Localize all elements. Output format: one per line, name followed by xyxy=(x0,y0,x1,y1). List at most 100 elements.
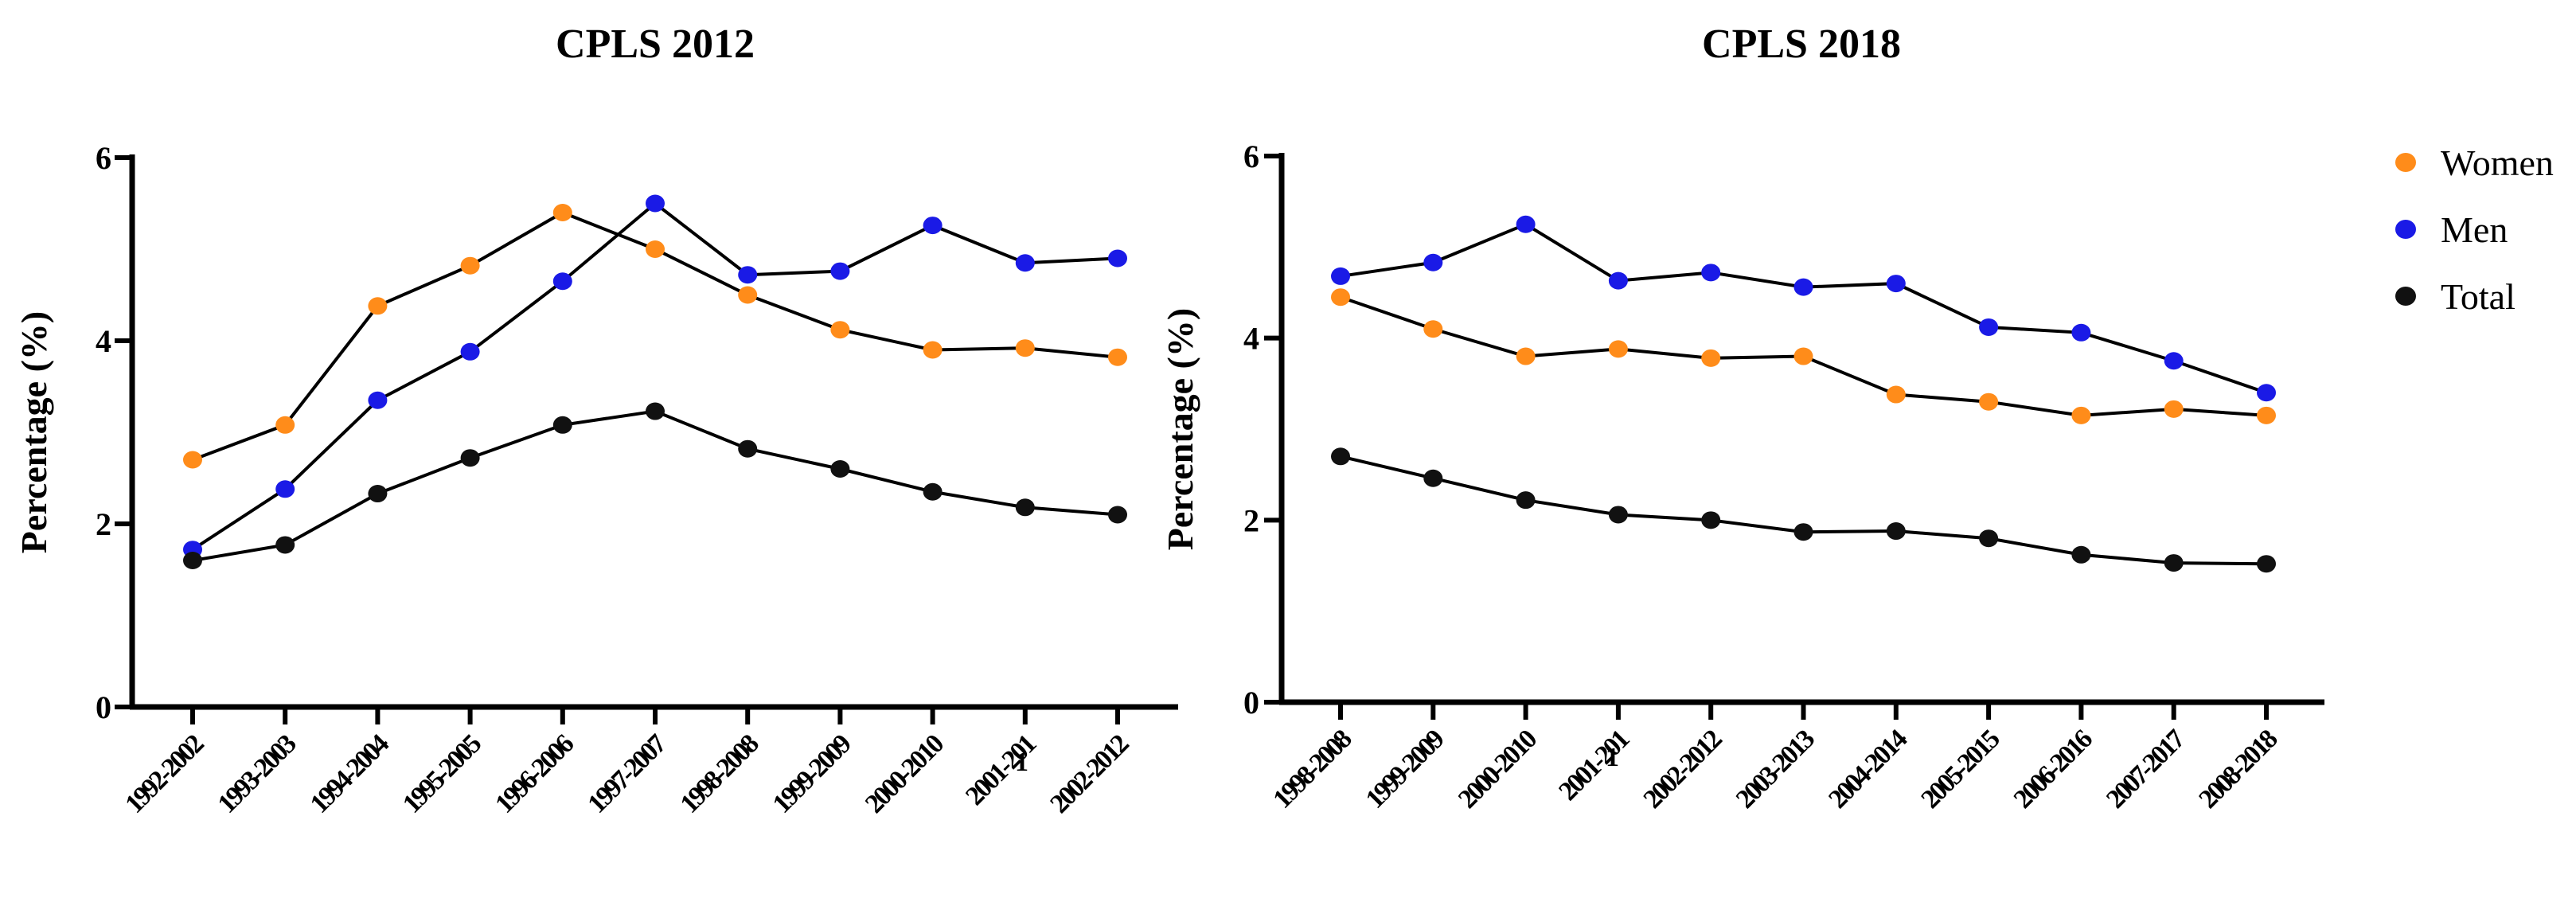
x-tick-label: 1997-2007 xyxy=(582,728,672,818)
x-tick-label: 1993-2003 xyxy=(213,729,302,819)
x-tick-label-fragment: 1 xyxy=(1015,748,1028,777)
data-point-women xyxy=(1423,320,1443,338)
data-point-women xyxy=(2164,400,2184,418)
x-tick-label: 2002-2012 xyxy=(1044,729,1134,819)
data-point-men xyxy=(1516,215,1536,233)
y-tick-label: 2 xyxy=(1243,502,1259,538)
y-tick-label: 6 xyxy=(1243,139,1259,174)
chart-cpls-2018: CPLS 2018 0 2 4 6 Percentage (%) 1998-2008 199… xyxy=(1160,21,2324,814)
data-point-men xyxy=(1793,278,1813,296)
data-point-women xyxy=(738,286,758,304)
data-point-total xyxy=(1793,523,1813,541)
x-tick-label: 2007-2017 xyxy=(2101,724,2191,814)
data-point-total xyxy=(1331,447,1350,466)
data-point-total xyxy=(738,439,758,458)
data-point-men xyxy=(1331,267,1350,285)
data-point-men xyxy=(646,194,665,213)
data-point-men xyxy=(830,262,850,280)
y-tick-label: 0 xyxy=(96,689,111,725)
data-point-total xyxy=(1108,506,1127,524)
data-point-total xyxy=(923,482,943,501)
data-point-women xyxy=(923,341,943,359)
y-tick-label: 4 xyxy=(1243,321,1259,357)
data-point-women xyxy=(1516,347,1536,365)
data-point-total xyxy=(368,485,388,503)
data-point-men xyxy=(368,391,388,409)
data-point-men xyxy=(923,217,943,235)
data-point-women xyxy=(1108,348,1127,366)
y-axis-title: Percentage (%) xyxy=(1160,308,1200,550)
x-tick-label: 1999-2009 xyxy=(767,729,857,819)
data-point-men xyxy=(460,342,480,361)
legend-label-men: Men xyxy=(2441,209,2508,250)
data-point-total xyxy=(183,552,202,569)
data-point-total xyxy=(1886,522,1906,541)
data-point-men xyxy=(2164,352,2184,370)
series-line-men xyxy=(1340,222,2267,395)
data-point-men xyxy=(2071,323,2091,342)
legend-label-women: Women xyxy=(2441,143,2554,183)
data-point-women xyxy=(830,321,850,339)
x-tick-label-fragment: 1 xyxy=(1606,743,1618,772)
data-point-women xyxy=(460,256,480,275)
data-point-men xyxy=(552,272,572,291)
data-point-men xyxy=(1886,275,1906,293)
chart-title: CPLS 2012 xyxy=(556,21,755,67)
data-point-total xyxy=(275,536,295,554)
data-point-men xyxy=(2257,384,2276,402)
data-point-total xyxy=(460,449,480,467)
data-point-women xyxy=(2257,406,2276,424)
data-point-total xyxy=(1979,529,1999,548)
x-tick-label: 1999-2009 xyxy=(1360,724,1450,814)
x-tick-label: 1998-2008 xyxy=(1267,724,1357,814)
data-point-total xyxy=(552,416,572,434)
data-point-total xyxy=(830,460,850,478)
x-tick-label: 2000-2010 xyxy=(860,729,950,819)
data-point-total xyxy=(646,402,665,420)
data-point-women xyxy=(1886,385,1906,404)
x-tick-label: 1998-2008 xyxy=(675,729,765,819)
data-point-women xyxy=(552,204,572,221)
data-point-total xyxy=(2257,555,2276,573)
legend: Women Men Total xyxy=(2395,143,2554,317)
x-tick-label: 1996-2006 xyxy=(490,729,580,819)
x-tick-label: 2006-2016 xyxy=(2008,724,2098,814)
x-tick-label: 2004-2014 xyxy=(1823,724,1913,814)
data-point-women xyxy=(183,451,202,469)
data-point-women xyxy=(2071,406,2091,424)
x-tick-label: 2002-2012 xyxy=(1638,724,1728,814)
series-line-total xyxy=(1340,455,2267,566)
legend-marker-total xyxy=(2395,287,2416,306)
x-tick-label: 2008-2018 xyxy=(2193,724,2283,814)
data-point-men xyxy=(1015,254,1035,272)
x-tick-label: 2003-2013 xyxy=(1731,724,1821,814)
y-tick-label: 0 xyxy=(1243,685,1259,721)
data-point-women xyxy=(646,240,665,258)
x-tick-label: 2001-201 xyxy=(1553,724,1635,806)
data-point-men xyxy=(1701,264,1721,282)
data-point-women xyxy=(1701,349,1721,367)
data-point-women xyxy=(1015,339,1035,357)
data-point-women xyxy=(1793,347,1813,365)
data-point-women xyxy=(275,416,295,434)
y-tick-label: 2 xyxy=(96,506,111,542)
x-tick-label: 1992-2002 xyxy=(119,729,209,819)
data-point-men xyxy=(738,266,758,284)
data-point-men xyxy=(1979,318,1999,336)
x-tick-label: 2005-2015 xyxy=(1916,724,2006,814)
data-point-women xyxy=(368,297,388,315)
data-point-total xyxy=(1423,469,1443,487)
x-tick-label: 1994-2004 xyxy=(305,728,395,818)
data-point-total xyxy=(2164,554,2184,572)
series-line-total xyxy=(192,409,1118,562)
data-point-men xyxy=(1423,253,1443,271)
y-tick-label: 6 xyxy=(96,140,111,176)
data-point-men xyxy=(1608,271,1628,290)
data-point-total xyxy=(1015,498,1035,517)
data-point-total xyxy=(1608,506,1628,524)
x-tick-label: 2000-2010 xyxy=(1453,724,1543,814)
data-point-total xyxy=(2071,545,2091,564)
data-point-women xyxy=(1331,288,1350,307)
